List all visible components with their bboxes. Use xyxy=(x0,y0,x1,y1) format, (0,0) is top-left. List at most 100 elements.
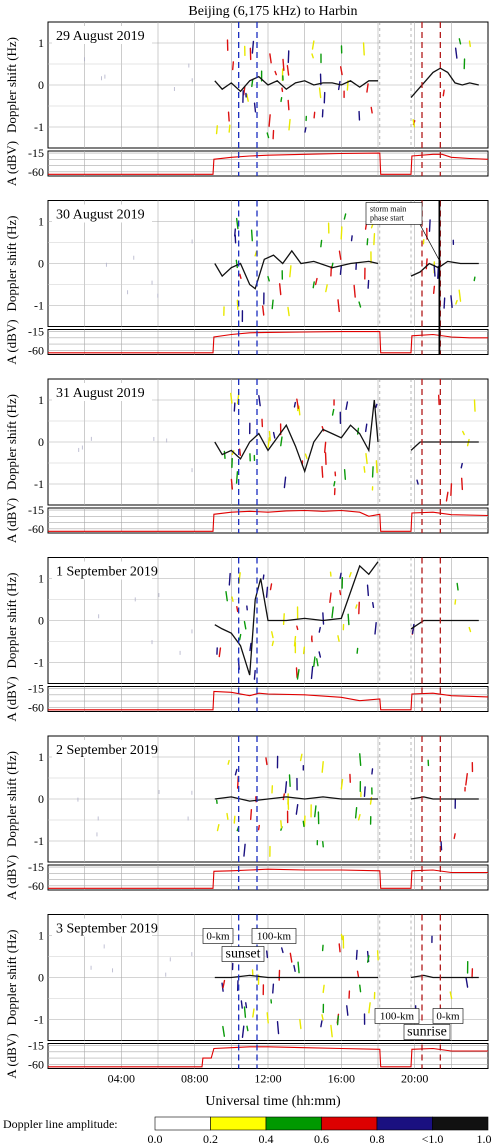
doppler-trace-mark xyxy=(228,124,231,133)
doppler-trace-mark xyxy=(454,599,457,605)
doppler-trace-mark xyxy=(458,289,462,302)
doppler-trace-mark xyxy=(222,979,226,989)
doppler-trace-mark xyxy=(243,86,246,96)
doppler-tick-label: 1 xyxy=(38,393,44,407)
km0-label-box xyxy=(202,928,234,944)
doppler-trace-mark xyxy=(346,1005,349,1016)
doppler-axis-label: Doppler shift (Hz) xyxy=(4,215,19,311)
doppler-axis-label: Doppler shift (Hz) xyxy=(4,572,19,668)
doppler-series-line xyxy=(214,399,379,474)
doppler-trace-mark xyxy=(276,1021,280,1035)
amplitude-axis-label: A (dBV) xyxy=(4,498,19,543)
doppler-trace-mark xyxy=(271,299,274,310)
date-label-bg xyxy=(52,204,152,223)
doppler-series-line xyxy=(214,75,378,93)
doppler-trace-mark xyxy=(329,592,332,604)
doppler-trace-mark xyxy=(314,277,318,286)
doppler-tick-label: 1 xyxy=(38,572,44,586)
doppler-trace-mark xyxy=(356,970,360,978)
panel-date-label: 30 August 2019 xyxy=(56,208,145,223)
doppler-trace-mark xyxy=(254,250,258,257)
doppler-trace-mark xyxy=(318,651,322,658)
doppler-series-line xyxy=(214,974,378,979)
doppler-trace-mark xyxy=(268,114,271,127)
doppler-trace-mark xyxy=(363,465,366,473)
amplitude-series-line xyxy=(48,868,488,889)
doppler-tick-label: 1 xyxy=(38,215,44,229)
amplitude-tick-label: -60 xyxy=(28,700,44,714)
doppler-trace-mark xyxy=(235,471,239,484)
doppler-trace-mark xyxy=(375,403,378,409)
doppler-trace-mark xyxy=(354,806,358,819)
doppler-trace-mark xyxy=(239,273,242,279)
doppler-trace-mark xyxy=(364,423,368,433)
amplitude-axis-label: A (dBV) xyxy=(4,855,19,900)
doppler-trace-mark xyxy=(243,620,247,630)
doppler-axis-label: Doppler shift (Hz) xyxy=(4,929,19,1025)
doppler-trace-mark xyxy=(271,631,274,639)
doppler-trace-mark xyxy=(350,235,353,242)
colorbar-tick-label: <1.0 xyxy=(422,1132,444,1145)
doppler-trace-mark xyxy=(340,226,343,240)
doppler-trace-mark xyxy=(453,833,456,840)
doppler-trace-mark xyxy=(272,431,276,439)
km0-label-sunrise: 0-km xyxy=(436,1011,460,1023)
doppler-trace-mark xyxy=(449,991,453,1000)
doppler-trace-mark xyxy=(233,815,236,824)
doppler-series-line xyxy=(410,441,479,451)
doppler-trace-mark xyxy=(297,961,300,974)
doppler-tick-label: -1 xyxy=(34,299,44,313)
doppler-tick-label: 0 xyxy=(38,614,44,628)
x-tick-label: 08:00 xyxy=(181,1072,208,1086)
doppler-trace-mark xyxy=(261,305,265,316)
doppler-trace-mark xyxy=(267,275,270,282)
doppler-trace-mark xyxy=(227,111,230,122)
doppler-trace-mark xyxy=(365,452,368,465)
doppler-trace-mark xyxy=(316,658,319,667)
doppler-trace-mark xyxy=(311,40,315,50)
amplitude-tick-label: -15 xyxy=(28,682,44,696)
doppler-trace-mark xyxy=(245,1002,248,1009)
doppler-trace-mark xyxy=(216,823,220,832)
doppler-trace-mark xyxy=(302,646,306,655)
doppler-trace-mark xyxy=(280,436,283,447)
colorbar-swatch xyxy=(265,1116,322,1131)
amplitude-series-line xyxy=(48,1046,488,1068)
panels: 1 0 -1 -15 -60 Doppler shift (Hz) A (dBV) 29 Au… xyxy=(4,21,489,1086)
amplitude-series-line xyxy=(48,331,488,354)
doppler-series-line xyxy=(214,561,379,676)
doppler-trace-mark xyxy=(253,102,257,113)
doppler-trace-mark xyxy=(253,669,256,680)
doppler-trace-mark xyxy=(337,299,340,313)
doppler-trace-mark xyxy=(280,96,283,103)
doppler-tick-label: -1 xyxy=(34,477,44,491)
doppler-trace-mark xyxy=(240,1000,243,1009)
amplitude-series-line xyxy=(48,152,489,175)
colorbar-tick-label: 0.6 xyxy=(314,1132,329,1145)
doppler-trace-mark xyxy=(312,281,315,289)
storm-annotation-line1: storm main xyxy=(370,205,406,214)
doppler-axis-label: Doppler shift (Hz) xyxy=(4,37,19,133)
colorbar-swatch xyxy=(376,1116,433,1131)
doppler-trace-mark xyxy=(262,574,265,580)
doppler-trace-mark xyxy=(339,66,343,76)
amplitude-tick-label: -60 xyxy=(28,343,44,357)
doppler-trace-mark xyxy=(411,623,415,635)
doppler-trace-mark xyxy=(371,768,374,775)
doppler-trace-mark xyxy=(454,47,458,59)
doppler-trace-mark xyxy=(442,89,445,97)
x-tick-label: 04:00 xyxy=(108,1072,135,1086)
doppler-trace-mark xyxy=(269,53,272,64)
doppler-trace-mark xyxy=(340,933,344,941)
km100-label-sunrise-box xyxy=(374,1008,420,1024)
doppler-trace-mark xyxy=(222,1025,226,1037)
doppler-trace-mark xyxy=(233,402,236,412)
doppler-trace-mark xyxy=(318,87,322,99)
doppler-trace-mark xyxy=(432,285,436,294)
doppler-trace-mark xyxy=(460,462,463,469)
panel-date-label: 29 August 2019 xyxy=(56,29,145,44)
doppler-trace-mark xyxy=(251,78,254,88)
panel-date-label: 31 August 2019 xyxy=(56,386,145,401)
doppler-trace-mark xyxy=(274,70,277,76)
